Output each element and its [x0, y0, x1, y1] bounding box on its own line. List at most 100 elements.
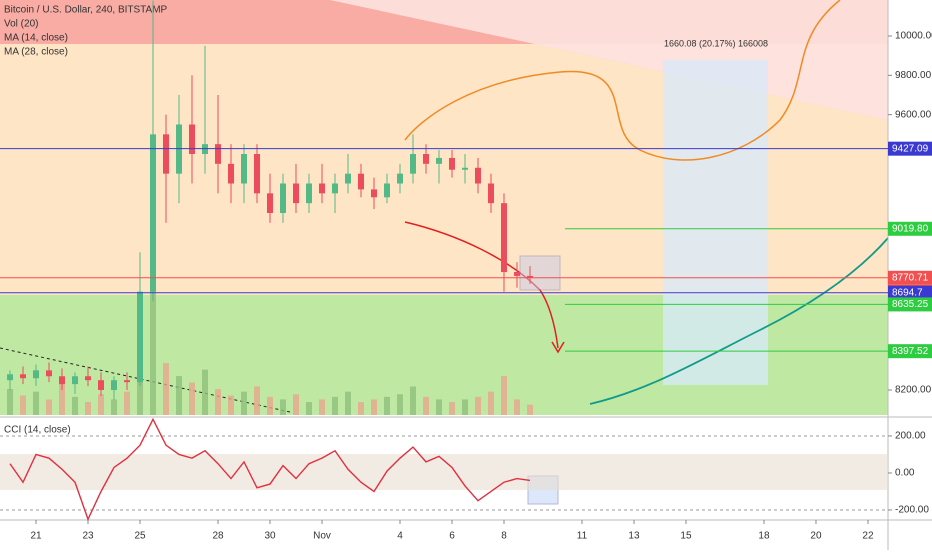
volume-bar	[409, 386, 416, 415]
candle-body	[396, 173, 403, 184]
candle-body	[461, 167, 468, 170]
x-tick-label: 11	[577, 531, 588, 542]
price-label: 8694.7	[892, 287, 923, 298]
candle-body	[7, 374, 14, 381]
volume-bar	[513, 399, 520, 415]
price-label-box	[888, 297, 932, 312]
arrow-head	[551, 341, 565, 354]
volume-bar	[228, 395, 235, 415]
candle-body	[500, 203, 507, 273]
candle-body	[370, 189, 377, 198]
measure-box	[663, 60, 768, 385]
x-tick-label: 20	[810, 531, 822, 542]
candle-body	[357, 173, 364, 190]
volume-bar	[241, 391, 248, 415]
volume-bar	[202, 369, 209, 415]
candle-body	[241, 154, 248, 184]
volume-bar	[111, 399, 118, 415]
chart-title: Bitcoin / U.S. Dollar, 240, BITSTAMP	[4, 5, 168, 16]
volume-bar	[396, 394, 403, 415]
cci-line	[9, 417, 531, 522]
indicator: Vol (20)	[4, 19, 38, 30]
annotation: 1660.08 (20.17%) 166008	[664, 38, 768, 48]
volume-bar	[318, 399, 325, 415]
volume-bar	[33, 391, 40, 415]
candle-body	[46, 370, 53, 377]
candle-body	[305, 183, 312, 204]
candle-body	[280, 183, 287, 214]
x-tick-label: 15	[680, 531, 692, 542]
volume-bar	[461, 399, 468, 415]
volume-bar	[448, 402, 455, 415]
volume-bar	[357, 402, 364, 415]
x-tick-label: 30	[264, 531, 276, 542]
volume-bar	[72, 396, 79, 415]
price-label-box	[888, 270, 932, 285]
indicator: MA (28, close)	[4, 47, 68, 58]
x-tick-label: 22	[862, 531, 874, 542]
price-label: 8770.71	[892, 272, 929, 283]
y-tick-label: 9600.00	[895, 109, 932, 120]
x-tick-label: 6	[449, 531, 455, 542]
candle-body	[448, 157, 455, 170]
candle-body	[137, 291, 144, 383]
cci-title: CCI (14, close)	[4, 425, 71, 436]
price-label: 9019.80	[892, 223, 929, 234]
candle-body	[124, 380, 131, 383]
candle-body	[474, 167, 481, 184]
volume-bar	[267, 396, 274, 415]
x-tick-label: 25	[134, 531, 146, 542]
x-tick-label: 4	[397, 531, 403, 542]
volume-bar	[7, 389, 14, 415]
candle-body	[85, 376, 92, 381]
volume-bar	[305, 402, 312, 415]
candle-body	[33, 370, 40, 379]
candle-body	[163, 134, 170, 174]
candle-body	[435, 157, 442, 164]
price-label: 9427.09	[892, 143, 929, 154]
candle-body	[189, 124, 196, 155]
candle-body	[331, 183, 338, 194]
price-label-box	[888, 141, 932, 156]
cci-band	[0, 454, 888, 490]
cci-tick-label: -200.00	[895, 505, 929, 516]
price-label: 8635.25	[892, 299, 929, 310]
volume-bar	[526, 404, 533, 415]
price-label-box	[888, 344, 932, 359]
candle-body	[150, 134, 157, 292]
candle-body	[487, 183, 494, 204]
volume-bar	[344, 391, 351, 415]
candle-body	[383, 183, 390, 198]
volume-bar	[59, 382, 66, 415]
volume-bar	[293, 394, 299, 415]
candle-body	[293, 183, 299, 204]
volume-bar	[280, 399, 287, 415]
volume-bar	[370, 399, 377, 415]
x-tick-label: 28	[212, 531, 224, 542]
highlight-box	[519, 255, 561, 291]
volume-bar	[98, 394, 105, 415]
candle-body	[98, 380, 105, 391]
volume-bar	[215, 389, 222, 415]
cci-tick-label: 200.00	[895, 431, 926, 442]
volume-bar	[46, 399, 53, 415]
y-tick-label: 9800.00	[895, 70, 932, 81]
candle-body	[72, 376, 79, 385]
volume-bar	[435, 399, 442, 415]
volume-bar	[500, 376, 507, 415]
volume-bar	[163, 363, 170, 415]
volume-bar	[487, 391, 494, 415]
y-tick-label: 10000.00	[895, 31, 932, 42]
volume-bar	[383, 396, 390, 415]
volume-bar	[474, 396, 481, 415]
candle-body	[513, 272, 520, 276]
volume-bar	[85, 402, 92, 415]
volume-bar	[124, 391, 131, 415]
candle-body	[344, 173, 351, 184]
drawing-curve-2	[589, 237, 889, 405]
price-label: 8397.52	[892, 346, 929, 357]
candle-body	[409, 154, 416, 174]
drawing-curve	[404, 0, 841, 161]
candle-body	[59, 376, 66, 385]
